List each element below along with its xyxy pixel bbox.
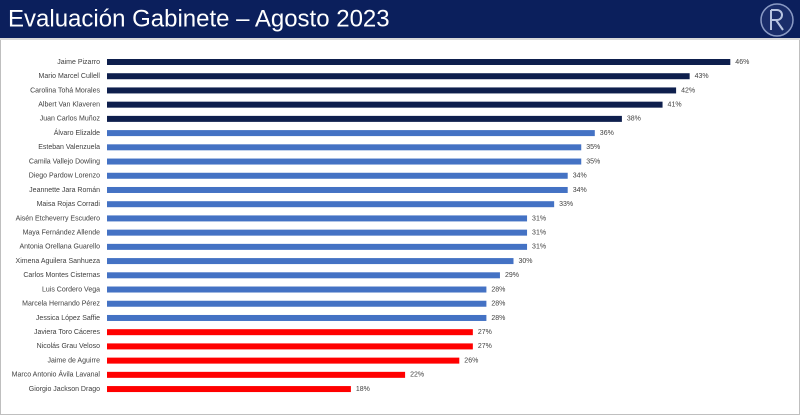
header-rule	[0, 38, 800, 40]
bar	[107, 357, 460, 364]
category-label: Maya Fernández Allende	[23, 229, 101, 236]
category-label: Camila Vallejo Dowling	[29, 158, 100, 165]
chart-title: Evaluación Gabinete – Agosto 2023	[8, 5, 390, 32]
value-label: 33%	[559, 201, 573, 208]
header-band	[0, 0, 800, 38]
bar	[107, 115, 622, 122]
bar	[107, 286, 487, 293]
value-label: 34%	[573, 187, 587, 194]
value-label: 18%	[356, 386, 370, 393]
value-label: 41%	[668, 102, 682, 109]
bar	[107, 258, 514, 265]
category-label: Luis Cordero Vega	[42, 286, 100, 293]
value-label: 22%	[410, 372, 424, 379]
bar	[107, 144, 582, 151]
category-label: Jessica López Saffie	[36, 315, 100, 322]
value-label: 46%	[735, 59, 749, 66]
bar	[107, 215, 528, 222]
category-label: Marcela Hernando Pérez	[22, 301, 100, 308]
bar	[107, 314, 487, 321]
category-label: Albert Van Klaveren	[38, 102, 100, 109]
bar	[107, 272, 500, 279]
bar	[107, 329, 473, 336]
category-label: Jaime Pizarro	[57, 59, 100, 66]
value-label: 31%	[532, 229, 546, 236]
bar	[107, 371, 406, 378]
bar	[107, 300, 487, 307]
value-label: 35%	[586, 144, 600, 151]
value-label: 31%	[532, 244, 546, 251]
category-label: Ximena Aguilera Sanhueza	[16, 258, 101, 265]
value-label: 27%	[478, 329, 492, 336]
category-label: Giorgio Jackson Drago	[29, 386, 100, 393]
bar	[107, 201, 555, 208]
value-label: 27%	[478, 343, 492, 350]
bar	[107, 229, 528, 236]
bar	[107, 186, 568, 193]
value-label: 28%	[491, 301, 505, 308]
value-label: 28%	[491, 286, 505, 293]
category-label: Esteban Valenzuela	[38, 144, 100, 151]
bar	[107, 73, 690, 80]
category-label: Carolina Tohá Morales	[30, 87, 100, 94]
bar	[107, 386, 351, 393]
value-label: 26%	[464, 357, 478, 364]
value-label: 34%	[573, 173, 587, 180]
category-label: Carlos Montes Cisternas	[23, 272, 100, 279]
logo	[760, 3, 794, 37]
category-label: Álvaro Elizalde	[54, 128, 100, 137]
category-label: Marco Antonio Ávila Lavanal	[12, 370, 101, 379]
value-label: 28%	[491, 315, 505, 322]
category-label: Diego Pardow Lorenzo	[29, 173, 100, 180]
value-label: 42%	[681, 87, 695, 94]
category-label: Aisén Etcheverry Escudero	[16, 215, 101, 222]
bar	[107, 158, 582, 165]
category-label: Mario Marcel Cullell	[39, 73, 101, 80]
value-label: 31%	[532, 215, 546, 222]
category-label: Antonia Orellana Guarello	[19, 244, 100, 251]
plot: Jaime Pizarro 46% Mario Marcel Cullell 43% C…	[12, 59, 750, 393]
value-label: 36%	[600, 130, 614, 137]
value-label: 43%	[695, 73, 709, 80]
category-label: Jaime de Aguirre	[47, 357, 100, 364]
value-label: 35%	[586, 158, 600, 165]
bar	[107, 172, 568, 179]
category-label: Maisa Rojas Corradi	[37, 201, 101, 208]
value-label: 38%	[627, 116, 641, 123]
bar	[107, 101, 663, 108]
value-label: 29%	[505, 272, 519, 279]
bar	[107, 130, 595, 137]
bar	[107, 59, 731, 65]
logo-glyph	[770, 9, 784, 31]
category-label: Javiera Toro Cáceres	[34, 329, 101, 336]
value-label: 30%	[519, 258, 533, 265]
category-label: Nicolás Grau Veloso	[37, 343, 101, 350]
bar	[107, 343, 473, 350]
bar	[107, 87, 677, 94]
category-label: Jeannette Jara Román	[29, 187, 100, 194]
bar	[107, 243, 528, 250]
category-label: Juan Carlos Muñoz	[40, 116, 101, 123]
